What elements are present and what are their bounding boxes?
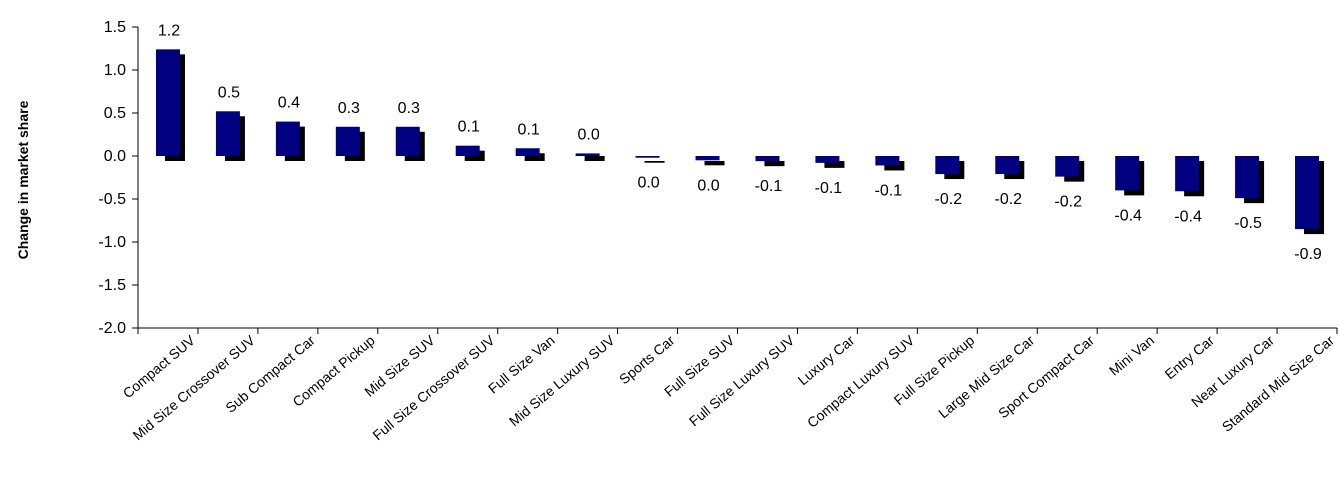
bar — [335, 126, 360, 156]
bars — [155, 49, 1320, 230]
bar-shadow — [884, 161, 905, 171]
bar — [995, 156, 1020, 175]
data-label: 0.1 — [458, 119, 480, 136]
data-label: -0.2 — [935, 191, 963, 208]
bar — [155, 49, 180, 156]
bar — [1175, 156, 1200, 192]
y-tick-label: 0.0 — [104, 148, 126, 165]
bar — [1055, 156, 1080, 177]
bar — [515, 148, 540, 156]
data-label: -0.5 — [1234, 215, 1262, 232]
y-tick-label: -1.5 — [98, 277, 126, 294]
data-label: -0.2 — [994, 191, 1022, 208]
x-tick-label: Entry Car — [1161, 332, 1217, 382]
bar — [695, 156, 720, 161]
axes — [132, 26, 1338, 334]
bar — [815, 156, 840, 163]
data-label: 1.2 — [158, 22, 180, 39]
bar — [215, 111, 240, 156]
data-label: 0.0 — [578, 126, 600, 143]
data-labels: 1.2 0.5 0.4 0.3 0.3 0.1 0.1 0.0 0.0 0.0 -0.1 -0.1 -0… — [158, 22, 1322, 263]
bar — [1115, 156, 1140, 191]
x-tick-label: Full Size Crossover SUV — [369, 332, 498, 444]
bar — [575, 153, 600, 156]
bar-shadow — [824, 161, 845, 168]
y-tick-label: -2.0 — [98, 320, 126, 337]
y-tick-label: 1.5 — [104, 19, 126, 36]
bar — [455, 145, 480, 156]
data-label: 0.0 — [697, 177, 719, 194]
bar — [635, 156, 660, 158]
bar-shadow — [704, 161, 725, 166]
x-tick-label: Standard Mid Size Car — [1219, 332, 1337, 435]
bar-shadow — [764, 161, 785, 167]
y-tick-labels: 1.5 1.0 0.5 0.0 -0.5 -1.0 -1.5 -2.0 — [98, 19, 126, 337]
bar-shadow — [584, 156, 605, 161]
bar — [1235, 156, 1260, 199]
data-label: 0.0 — [637, 175, 659, 192]
y-tick-label: 1.0 — [104, 62, 126, 79]
data-label: 0.5 — [218, 84, 240, 101]
bar — [395, 126, 420, 156]
data-label: -0.4 — [1114, 207, 1142, 224]
data-label: 0.4 — [278, 95, 300, 112]
x-tick-label: Mid Size Luxury SUV — [506, 332, 618, 430]
data-label: -0.1 — [875, 182, 903, 199]
x-tick-label: Compact Luxury SUV — [804, 332, 918, 431]
bar — [875, 156, 900, 166]
data-label: -0.1 — [815, 180, 843, 197]
bar-shadow — [644, 161, 665, 163]
data-label: -0.1 — [755, 178, 783, 195]
data-label: 0.3 — [398, 100, 420, 117]
y-tick-label: 0.5 — [104, 105, 126, 122]
x-tick-label: Luxury Car — [795, 332, 858, 388]
y-tick-label: -0.5 — [98, 191, 126, 208]
data-label: 0.3 — [338, 100, 360, 117]
bar — [275, 121, 300, 156]
data-label: -0.9 — [1294, 246, 1322, 263]
data-label: -0.2 — [1054, 194, 1082, 211]
bar — [935, 156, 960, 175]
bar — [755, 156, 780, 162]
x-tick-label: Sports Car — [616, 332, 678, 387]
bar — [1295, 156, 1320, 230]
bar-shadow — [524, 153, 545, 161]
data-label: 0.1 — [518, 121, 540, 138]
data-label: -0.4 — [1174, 208, 1202, 225]
x-tick-label: Full Size Luxury SUV — [686, 332, 798, 430]
y-tick-label: -1.0 — [98, 234, 126, 251]
x-tick-label: Mid Size Crossover SUV — [130, 332, 259, 444]
x-tick-label: Mini Van — [1106, 332, 1157, 379]
